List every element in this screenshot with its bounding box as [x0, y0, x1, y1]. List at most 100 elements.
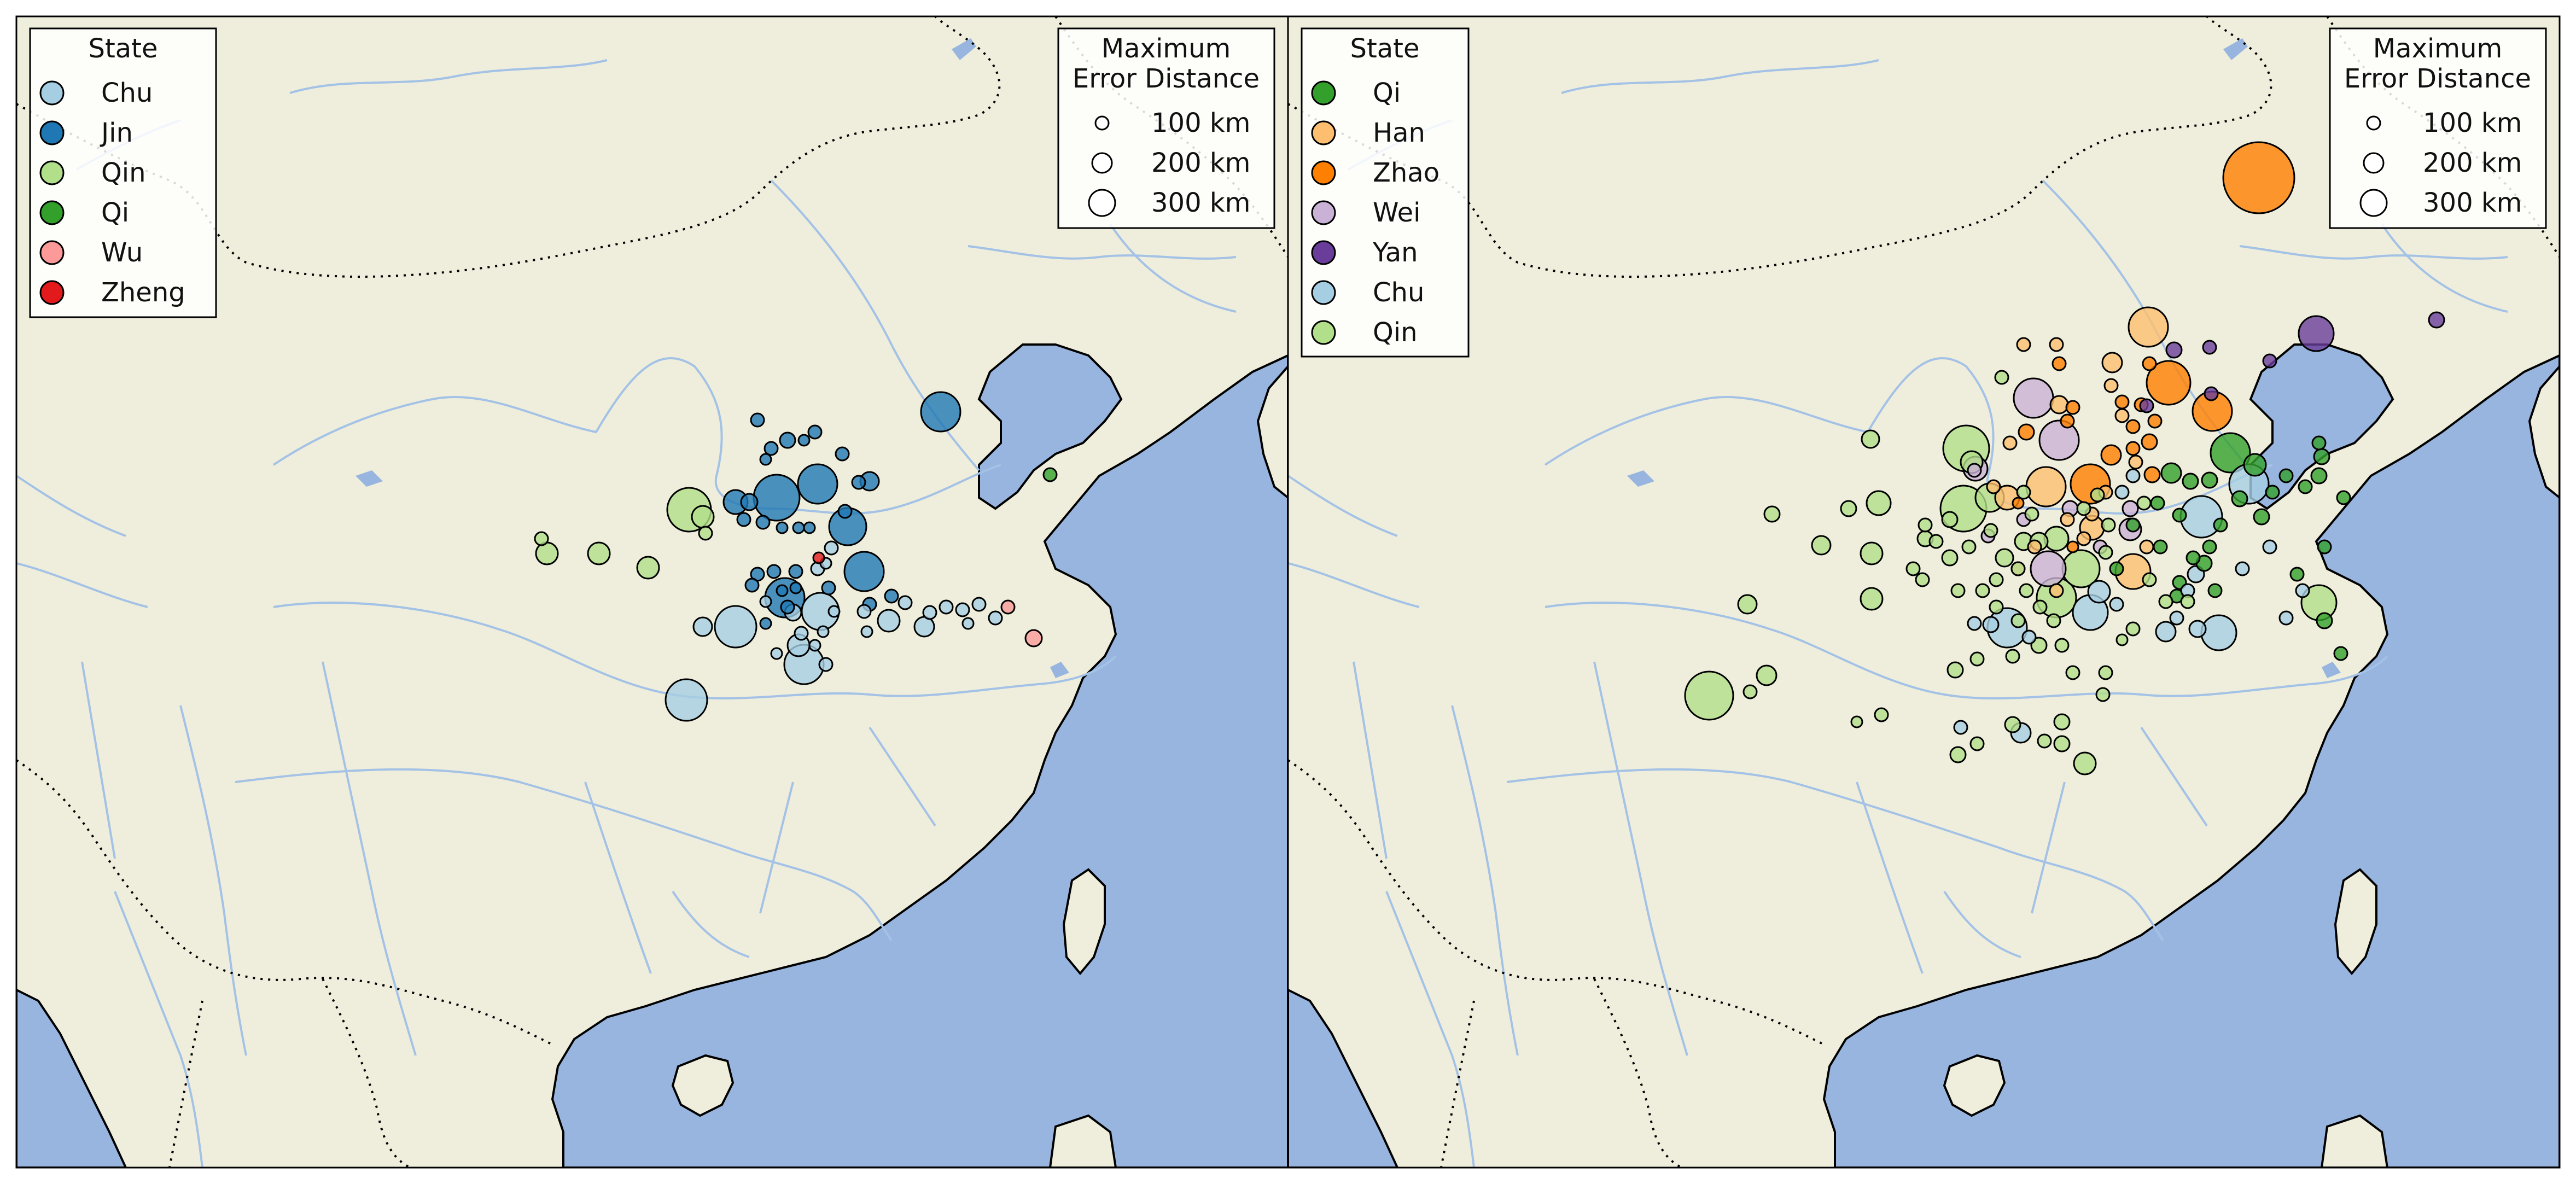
right-site-marker-qi-30 [2243, 453, 2267, 477]
right-site-marker-qi-113 [2333, 646, 2348, 661]
left-site-marker-chu-45 [856, 604, 872, 619]
right-site-marker-qin-145 [2019, 583, 2034, 598]
right-site-marker-qin-175 [2024, 506, 2039, 522]
left-site-marker-jin-24 [779, 431, 796, 449]
right-site-marker-qi-121 [2317, 539, 2332, 555]
right-site-marker-wei-18 [2030, 550, 2067, 587]
right-site-marker-qi-111 [2311, 435, 2327, 451]
left-site-marker-jin-57 [797, 434, 811, 447]
right-site-marker-han-44 [2049, 395, 2069, 415]
size-legend-marker-300km [2359, 189, 2388, 217]
right-site-marker-chu-138 [2109, 597, 2124, 612]
left-site-marker-chu-70 [827, 605, 841, 618]
right-site-marker-qin-67 [1763, 505, 1781, 523]
state-legend-marker-qi [1311, 80, 1336, 106]
left-site-marker-jin-33 [766, 564, 782, 579]
left-site-marker-jin-0 [753, 474, 801, 522]
right-site-marker-qin-172 [2076, 501, 2091, 516]
right-site-marker-qi-65 [2316, 612, 2333, 629]
size-legend-marker-100km [2366, 115, 2381, 131]
right-site-marker-qin-159 [1742, 684, 1758, 699]
right-site-marker-wei-11 [2038, 419, 2080, 461]
state-legend-marker-chu [39, 80, 65, 106]
left-site-marker-chu-50 [971, 597, 987, 612]
right-site-marker-han-88 [2016, 337, 2031, 352]
right-site-marker-qin-164 [2125, 621, 2141, 637]
right-site-marker-qin-71 [1941, 549, 1959, 567]
right-site-marker-qin-74 [2053, 735, 2071, 753]
left-site-marker-chu-67 [961, 617, 975, 630]
right-site-marker-chu-66 [1982, 616, 2000, 633]
left-state-legend: State Chu Jin Qin Qi Wu Zheng [29, 27, 217, 318]
left-site-marker-chu-2 [714, 605, 757, 649]
right-site-marker-qin-170 [1961, 539, 1977, 555]
left-site-marker-jin-26 [750, 412, 765, 428]
left-site-marker-jin-61 [759, 617, 772, 630]
right-site-marker-qi-120 [2289, 567, 2305, 582]
left-site-marker-jin-31 [755, 515, 771, 530]
state-legend-label-zhao: Zhao [1373, 158, 1439, 188]
left-site-marker-qin-15 [636, 556, 660, 580]
right-site-marker-qin-181 [2115, 633, 2129, 646]
right-site-marker-qi-59 [2201, 471, 2218, 489]
right-site-marker-qin-171 [2136, 495, 2152, 511]
left-size-legend-title-1: Maximum [1101, 33, 1231, 64]
state-legend-marker-jin [39, 120, 65, 145]
right-site-marker-chu-132 [1953, 720, 1968, 735]
size-legend-label-300km: 300 km [1151, 188, 1250, 218]
state-legend-marker-zhao [1311, 160, 1336, 185]
right-site-marker-qin-169 [1918, 517, 1933, 533]
right-site-marker-qi-122 [2278, 468, 2294, 483]
right-site-marker-qin-68 [1840, 500, 1857, 517]
right-site-marker-qin-70 [1941, 511, 1959, 528]
left-site-marker-chu-47 [922, 605, 937, 620]
right-site-marker-qi-116 [2185, 550, 2201, 565]
right-site-marker-qin-174 [2098, 545, 2113, 560]
left-site-marker-jin-29 [851, 475, 866, 490]
right-site-marker-chu-130 [2278, 610, 2294, 626]
right-site-marker-qi-127 [2153, 539, 2168, 555]
size-legend-marker-100km [1094, 115, 1110, 131]
left-site-marker-chu-69 [759, 595, 772, 608]
right-site-marker-qin-147 [2032, 599, 2048, 615]
right-site-marker-zhao-85 [2114, 394, 2130, 410]
left-site-marker-wu-54 [1000, 599, 1016, 615]
state-legend-marker-wu [39, 240, 65, 265]
size-legend-marker-300km [1088, 189, 1116, 217]
left-site-marker-chu-71 [860, 625, 873, 638]
left-site-marker-jin-25 [764, 441, 779, 456]
left-site-marker-chu-64 [808, 639, 821, 652]
right-site-marker-chu-131 [2021, 629, 2037, 645]
right-site-marker-qi-125 [2125, 517, 2141, 533]
right-site-marker-qin-48 [1995, 548, 2014, 568]
right-site-marker-yan-57 [2165, 341, 2183, 359]
left-map-panel: State Chu Jin Qin Qi Wu Zheng Maximum Error D… [15, 15, 1289, 1169]
left-site-marker-jin-34 [788, 564, 803, 579]
right-site-marker-han-96 [2128, 454, 2143, 470]
right-site-marker-zhao-179 [2012, 497, 2025, 510]
right-site-marker-qin-45 [1861, 429, 1880, 449]
right-site-marker-qi-64 [2310, 467, 2328, 485]
state-legend-marker-wei [1311, 200, 1336, 225]
right-site-marker-qin-163 [2095, 687, 2111, 702]
state-legend-label-zheng: Zheng [101, 277, 185, 308]
right-site-marker-qin-165 [2142, 572, 2157, 587]
left-site-marker-jin-4 [920, 391, 961, 433]
left-site-marker-jin-63 [776, 584, 789, 597]
right-site-marker-qin-177 [2090, 487, 2105, 503]
left-site-marker-chu-16 [877, 609, 901, 633]
right-site-marker-chu-31 [2087, 580, 2111, 604]
right-site-marker-han-94 [2139, 539, 2154, 555]
right-site-marker-qin-152 [1969, 651, 1985, 667]
left-site-marker-jin-58 [776, 521, 789, 534]
left-site-marker-jin-39 [821, 580, 836, 596]
right-site-marker-han-37 [2101, 352, 2123, 374]
left-site-marker-chu-48 [939, 599, 954, 615]
left-site-marker-jin-28 [835, 446, 850, 462]
right-site-marker-wei-55 [2122, 500, 2139, 517]
right-site-marker-zhao-36 [2100, 444, 2122, 466]
state-legend-label-qin: Qin [101, 158, 146, 188]
right-site-marker-qin-149 [2046, 613, 2061, 628]
size-legend-marker-200km [1091, 152, 1113, 174]
left-site-marker-jin-5 [797, 463, 838, 505]
